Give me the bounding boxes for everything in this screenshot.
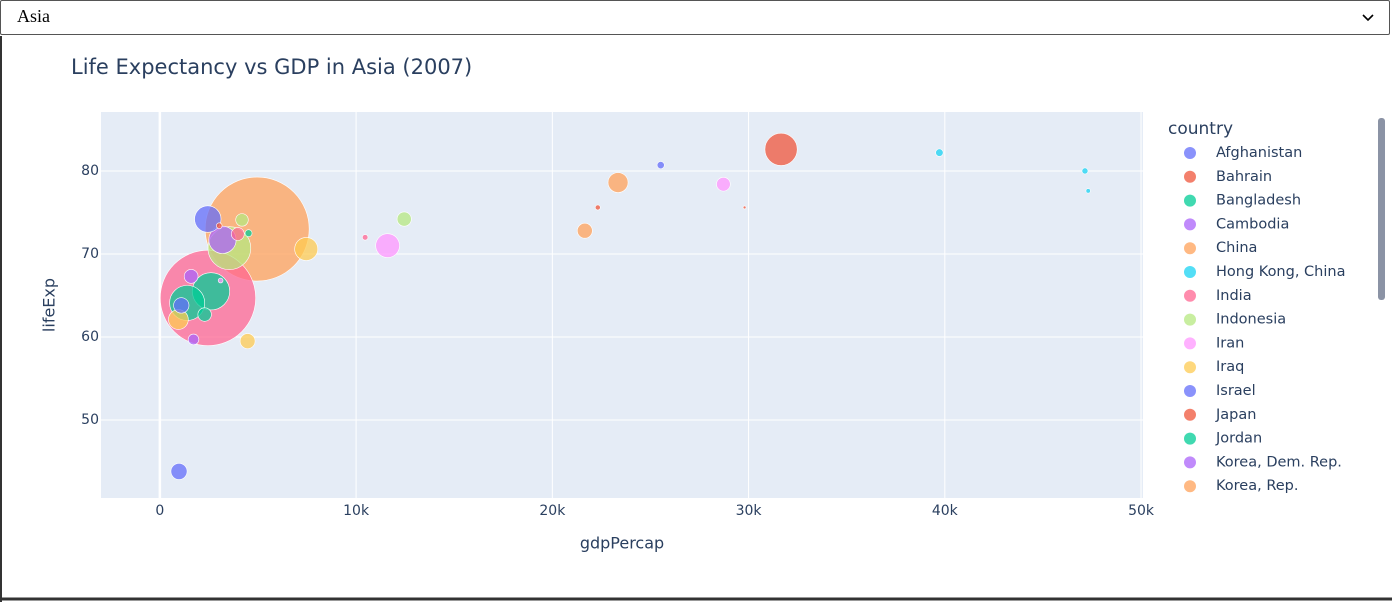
x-tick-label: 0 bbox=[155, 503, 164, 519]
bubble bbox=[594, 204, 601, 211]
chevron bbox=[1362, 14, 1374, 22]
x-tick-label: 40k bbox=[932, 503, 959, 519]
legend-marker bbox=[1184, 337, 1196, 350]
y-tick-label: 60 bbox=[81, 329, 99, 345]
x-tick-label: 20k bbox=[539, 503, 566, 519]
bubble bbox=[576, 222, 593, 239]
legend-label: India bbox=[1216, 288, 1252, 304]
dropdown-value: Asia bbox=[17, 6, 50, 26]
region-dropdown[interactable]: Asia bbox=[0, 0, 1390, 35]
bubble bbox=[235, 213, 249, 227]
legend-marker bbox=[1184, 456, 1196, 469]
bubble bbox=[170, 463, 188, 480]
bubble bbox=[173, 297, 190, 314]
x-tick-label: 10k bbox=[343, 503, 370, 519]
legend-marker bbox=[1184, 432, 1196, 445]
x-tick-label: 50k bbox=[1128, 503, 1155, 519]
bubble bbox=[197, 307, 212, 322]
legend-label: Indonesia bbox=[1216, 312, 1286, 328]
bubble bbox=[216, 222, 223, 229]
bubble bbox=[217, 277, 224, 284]
legend-marker bbox=[1184, 266, 1196, 278]
legend-scrollbar[interactable] bbox=[1378, 118, 1385, 300]
legend-label: China bbox=[1216, 240, 1257, 256]
y-axis-title: lifeExp bbox=[40, 278, 59, 332]
legend-label: Cambodia bbox=[1216, 216, 1289, 232]
legend-marker bbox=[1184, 408, 1196, 421]
legend-label: Korea, Dem. Rep. bbox=[1216, 454, 1342, 470]
legend-marker bbox=[1184, 385, 1196, 397]
bubble bbox=[742, 205, 747, 210]
legend-label: Bangladesh bbox=[1216, 193, 1301, 209]
bubble bbox=[239, 333, 256, 349]
legend-marker bbox=[1184, 218, 1196, 231]
x-axis-title: gdpPercap bbox=[580, 534, 664, 553]
legend-marker bbox=[1184, 313, 1196, 326]
legend-label: Japan bbox=[1215, 407, 1256, 423]
bubble bbox=[764, 132, 798, 166]
legend-marker bbox=[1184, 242, 1196, 255]
bubble bbox=[231, 227, 245, 241]
legend-label: Bahrain bbox=[1216, 169, 1272, 185]
bubble bbox=[375, 233, 400, 258]
legend-label: Iran bbox=[1216, 335, 1244, 351]
bubble bbox=[656, 161, 665, 170]
legend-label: Israel bbox=[1216, 383, 1256, 399]
bubble bbox=[294, 237, 319, 261]
plot-area bbox=[101, 112, 1143, 498]
legend-marker bbox=[1184, 480, 1196, 493]
bubble bbox=[194, 205, 222, 233]
bubble bbox=[1081, 167, 1089, 175]
bubble bbox=[1085, 188, 1091, 194]
bubble bbox=[935, 148, 944, 157]
legend-marker bbox=[1184, 194, 1196, 207]
bubble bbox=[396, 211, 412, 227]
bubble bbox=[716, 177, 731, 192]
legend-title: country bbox=[1168, 119, 1233, 139]
x-tick-label: 30k bbox=[736, 503, 763, 519]
y-tick-label: 70 bbox=[81, 246, 99, 262]
bubble bbox=[362, 234, 369, 241]
legend-label: Hong Kong, China bbox=[1216, 264, 1345, 280]
bubble bbox=[183, 269, 199, 284]
bubble bbox=[187, 333, 200, 346]
legend-label: Korea, Rep. bbox=[1216, 478, 1298, 494]
legend-label: Iraq bbox=[1216, 359, 1244, 375]
chart-title: Life Expectancy vs GDP in Asia (2007) bbox=[71, 55, 472, 79]
legend-marker bbox=[1184, 361, 1196, 374]
chart: Life Expectancy vs GDP in Asia (2007) gd… bbox=[0, 36, 1392, 602]
legend-marker bbox=[1184, 170, 1196, 183]
legend-marker bbox=[1184, 147, 1196, 159]
bubble bbox=[244, 229, 253, 238]
legend-label: Afghanistan bbox=[1216, 145, 1302, 161]
y-tick-label: 80 bbox=[81, 163, 99, 179]
legend-label: Jordan bbox=[1215, 431, 1262, 447]
bubble bbox=[607, 172, 629, 193]
legend-marker bbox=[1184, 289, 1196, 302]
y-tick-label: 50 bbox=[81, 412, 99, 428]
